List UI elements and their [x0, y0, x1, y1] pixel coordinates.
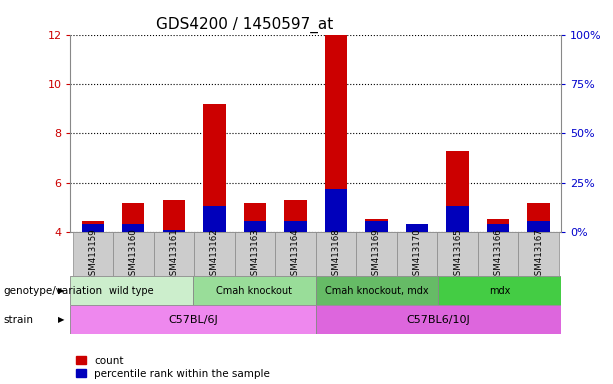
Text: Cmah knockout: Cmah knockout [216, 286, 292, 296]
Bar [437, 232, 478, 276]
Bar [316, 232, 356, 276]
Bar [527, 203, 550, 232]
Bar [72, 232, 113, 276]
Bar [325, 189, 347, 232]
Bar [478, 232, 519, 276]
Bar [244, 203, 266, 232]
Text: C57BL6/10J: C57BL6/10J [406, 314, 470, 325]
Bar [70, 305, 316, 334]
Bar [204, 104, 226, 232]
Bar [275, 232, 316, 276]
Text: strain: strain [3, 314, 33, 325]
Text: GSM413159: GSM413159 [88, 228, 97, 281]
Text: C57BL/6J: C57BL/6J [168, 314, 218, 325]
Bar [406, 227, 428, 232]
Text: GSM413161: GSM413161 [169, 228, 178, 281]
Bar [122, 203, 145, 232]
Text: GDS4200 / 1450597_at: GDS4200 / 1450597_at [156, 17, 333, 33]
Bar [284, 200, 306, 232]
Text: GSM413168: GSM413168 [332, 228, 340, 281]
Bar [154, 232, 194, 276]
Bar [235, 232, 275, 276]
Bar [406, 224, 428, 232]
Text: GSM413166: GSM413166 [493, 228, 503, 281]
Text: mdx: mdx [489, 286, 510, 296]
Text: wild type: wild type [110, 286, 154, 296]
Bar [82, 221, 104, 232]
Bar [356, 232, 397, 276]
Bar [194, 232, 235, 276]
Text: GSM413164: GSM413164 [291, 228, 300, 281]
Bar [487, 219, 509, 232]
Bar [397, 232, 437, 276]
Bar [244, 221, 266, 232]
Legend: count, percentile rank within the sample: count, percentile rank within the sample [75, 356, 270, 379]
Text: GSM413167: GSM413167 [534, 228, 543, 281]
Text: Cmah knockout, mdx: Cmah knockout, mdx [325, 286, 429, 296]
Bar [316, 276, 438, 305]
Bar [284, 221, 306, 232]
Bar [82, 223, 104, 232]
Bar [527, 221, 550, 232]
Text: genotype/variation: genotype/variation [3, 286, 102, 296]
Bar [193, 276, 316, 305]
Bar [446, 206, 469, 232]
Text: GSM413163: GSM413163 [250, 228, 259, 281]
Bar [316, 305, 561, 334]
Text: GSM413170: GSM413170 [413, 228, 422, 281]
Bar [204, 206, 226, 232]
Bar [162, 230, 185, 232]
Bar [162, 200, 185, 232]
Text: GSM413169: GSM413169 [372, 228, 381, 281]
Bar [70, 276, 193, 305]
Bar [446, 151, 469, 232]
Text: GSM413165: GSM413165 [453, 228, 462, 281]
Bar [365, 221, 387, 232]
Text: GSM413162: GSM413162 [210, 228, 219, 281]
Bar [113, 232, 154, 276]
Text: ▶: ▶ [58, 315, 64, 324]
Bar [365, 219, 387, 232]
Bar [487, 224, 509, 232]
Text: ▶: ▶ [58, 286, 64, 295]
Text: GSM413160: GSM413160 [129, 228, 138, 281]
Bar [519, 232, 559, 276]
Bar [438, 276, 561, 305]
Bar [122, 223, 145, 232]
Bar [325, 35, 347, 232]
